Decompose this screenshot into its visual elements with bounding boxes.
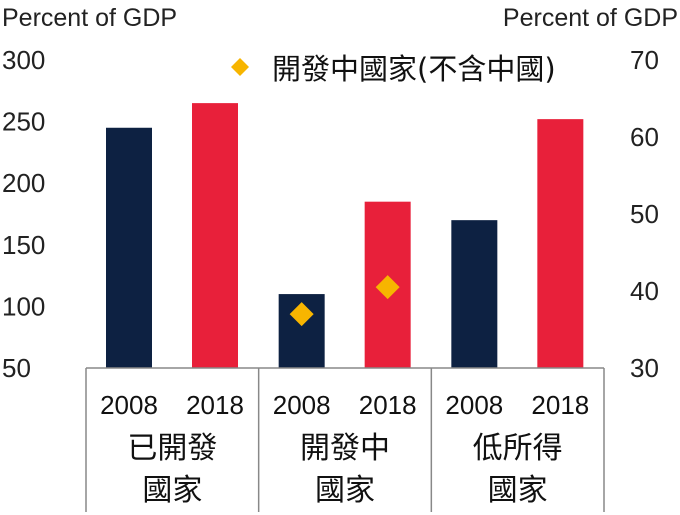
legend-label: 開發中國家(不含中國) bbox=[272, 52, 556, 86]
right-axis-title-group: Percent of GDP bbox=[503, 4, 678, 32]
bar-2018 bbox=[537, 119, 584, 368]
left-axis-title-group: Percent of GDP bbox=[2, 4, 177, 32]
group-label-line: 國家 bbox=[488, 473, 548, 508]
group-label-line: 國家 bbox=[315, 473, 375, 508]
right-tick-label: 60 bbox=[630, 122, 659, 152]
group-label-line: 國家 bbox=[142, 473, 202, 508]
year-tick-label: 2018 bbox=[531, 390, 589, 420]
left-axis-title: Percent of GDP bbox=[2, 4, 177, 32]
right-tick-label: 50 bbox=[630, 199, 659, 229]
bar-2008 bbox=[106, 127, 152, 368]
right-axis-title: Percent of GDP bbox=[503, 4, 678, 32]
year-tick-label: 2018 bbox=[359, 390, 417, 420]
right-tick-label: 30 bbox=[630, 353, 659, 383]
left-axis-ticks: 50 100 150 200 250 300 bbox=[2, 45, 45, 383]
left-tick-label: 150 bbox=[2, 230, 45, 260]
bars-layer bbox=[106, 103, 584, 369]
year-tick-label: 2018 bbox=[186, 390, 244, 420]
bar-2018 bbox=[192, 103, 238, 369]
group-label-line: 低所得 bbox=[473, 431, 563, 466]
left-tick-label: 200 bbox=[2, 168, 45, 198]
bar-2008 bbox=[451, 220, 498, 368]
legend-diamond-marker bbox=[231, 58, 249, 76]
left-tick-label: 300 bbox=[2, 45, 45, 75]
year-tick-label: 2008 bbox=[273, 390, 331, 420]
category-axis-frame bbox=[85, 367, 605, 512]
group-label-line: 開發中 bbox=[300, 431, 390, 466]
diamond-marker bbox=[375, 275, 400, 300]
left-tick-label: 250 bbox=[2, 107, 45, 137]
right-axis-ticks: 30 40 50 60 70 bbox=[630, 45, 659, 383]
diamond-marker bbox=[289, 302, 314, 327]
right-tick-label: 70 bbox=[630, 45, 659, 75]
diamond-markers bbox=[289, 275, 400, 327]
left-tick-label: 100 bbox=[2, 291, 45, 321]
year-tick-label: 2008 bbox=[445, 390, 503, 420]
legend: 開發中國家(不含中國) bbox=[231, 52, 556, 86]
group-label-line: 已開發 bbox=[127, 431, 217, 466]
right-tick-label: 40 bbox=[630, 276, 659, 306]
left-tick-label: 50 bbox=[2, 353, 31, 383]
year-tick-label: 2008 bbox=[100, 390, 158, 420]
